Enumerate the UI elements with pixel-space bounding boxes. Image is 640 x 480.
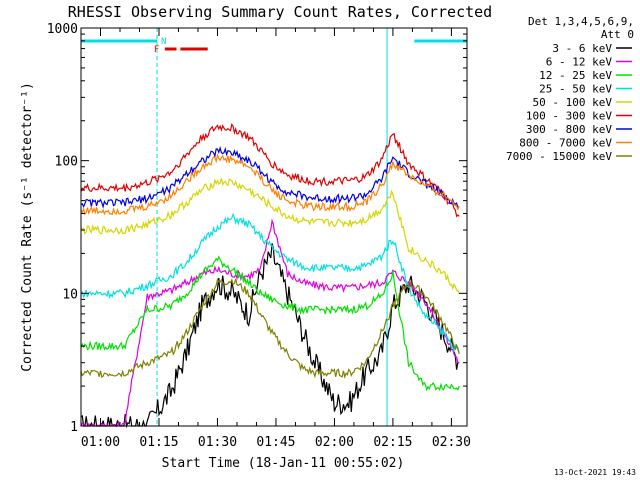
legend-entry-label: 100 - 300 keV [526,110,612,123]
x-tick-label: 01:15 [139,435,178,450]
y-tick-label: 10 [62,287,78,302]
x-tick-label: 01:30 [198,435,237,450]
legend-entry-label: 7000 - 15000 keV [506,150,612,163]
plot-frame [80,27,468,427]
flare-label: F [154,45,159,55]
series-line [80,255,460,392]
plot-area: NF [80,28,468,429]
x-axis-label: Start Time (18-Jan-11 00:55:02) [162,456,405,471]
legend-header-line-2: Att 0 [601,28,634,41]
x-tick-label: 01:00 [81,435,120,450]
legend-entry-label: 3 - 6 keV [552,42,612,55]
series-line [80,145,460,209]
x-tick-label: 01:45 [256,435,295,450]
footer-timestamp: 13-Oct-2021 19:43 [554,468,636,477]
series-line [80,212,460,354]
legend-entry-label: 6 - 12 keV [546,56,613,69]
y-axis: 1 10 100 1000 [47,22,467,435]
legend-entry-label: 800 - 7000 keV [519,137,612,150]
series-line [80,153,460,216]
y-tick-label: 1000 [47,22,78,37]
legend-entry-label: 25 - 50 keV [539,83,612,96]
legend-header-line-1: Det 1,3,4,5,6,9, [528,15,634,28]
x-tick-label: 02:30 [432,435,471,450]
series-line [80,243,460,429]
legend-entry-label: 50 - 100 keV [533,96,613,109]
x-tick-label: 02:15 [373,435,412,450]
y-tick-label: 100 [55,155,78,170]
y-axis-label: Corrected Count Rate (s⁻¹ detector⁻¹) [20,82,35,372]
series-line [80,122,460,218]
legend-entry-label: 12 - 25 keV [539,69,612,82]
series-line [80,177,460,294]
x-axis: 01:00 01:15 01:30 01:45 02:00 02:15 02:30 [81,28,471,450]
legend-entry-label: 300 - 800 keV [526,123,612,136]
chart-title: RHESSI Observing Summary Count Rates, Co… [68,3,492,21]
x-tick-label: 02:00 [315,435,354,450]
night-label: N [161,37,166,47]
y-tick-label: 1 [70,420,78,435]
series-line [80,277,460,380]
